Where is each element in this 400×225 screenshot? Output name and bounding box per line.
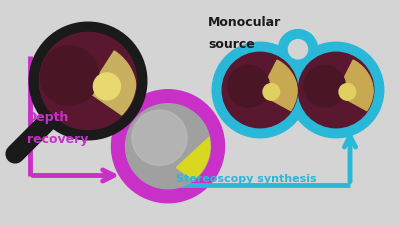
Circle shape	[339, 83, 356, 100]
Text: Depth: Depth	[27, 110, 70, 124]
Text: Monocular: Monocular	[208, 16, 281, 29]
Circle shape	[298, 52, 374, 128]
Circle shape	[304, 65, 346, 107]
Circle shape	[112, 90, 224, 203]
Circle shape	[263, 83, 280, 100]
Text: Stereoscopy synthesis: Stereoscopy synthesis	[176, 174, 317, 184]
Polygon shape	[260, 60, 298, 112]
Text: source: source	[208, 38, 255, 52]
Circle shape	[222, 52, 298, 128]
Circle shape	[94, 73, 120, 100]
Circle shape	[34, 40, 104, 111]
Circle shape	[132, 110, 187, 165]
Circle shape	[40, 32, 136, 130]
Polygon shape	[336, 60, 374, 112]
Text: recovery: recovery	[27, 133, 88, 146]
Circle shape	[28, 22, 148, 140]
Circle shape	[288, 40, 308, 59]
Circle shape	[34, 27, 142, 135]
Circle shape	[288, 42, 384, 138]
Polygon shape	[88, 51, 136, 119]
Polygon shape	[176, 135, 219, 189]
Circle shape	[91, 70, 123, 103]
Circle shape	[278, 30, 318, 69]
Circle shape	[212, 42, 308, 138]
Circle shape	[40, 32, 136, 130]
Circle shape	[40, 32, 136, 130]
Circle shape	[126, 104, 210, 189]
Polygon shape	[88, 46, 142, 122]
Circle shape	[228, 65, 270, 107]
Circle shape	[39, 46, 99, 105]
